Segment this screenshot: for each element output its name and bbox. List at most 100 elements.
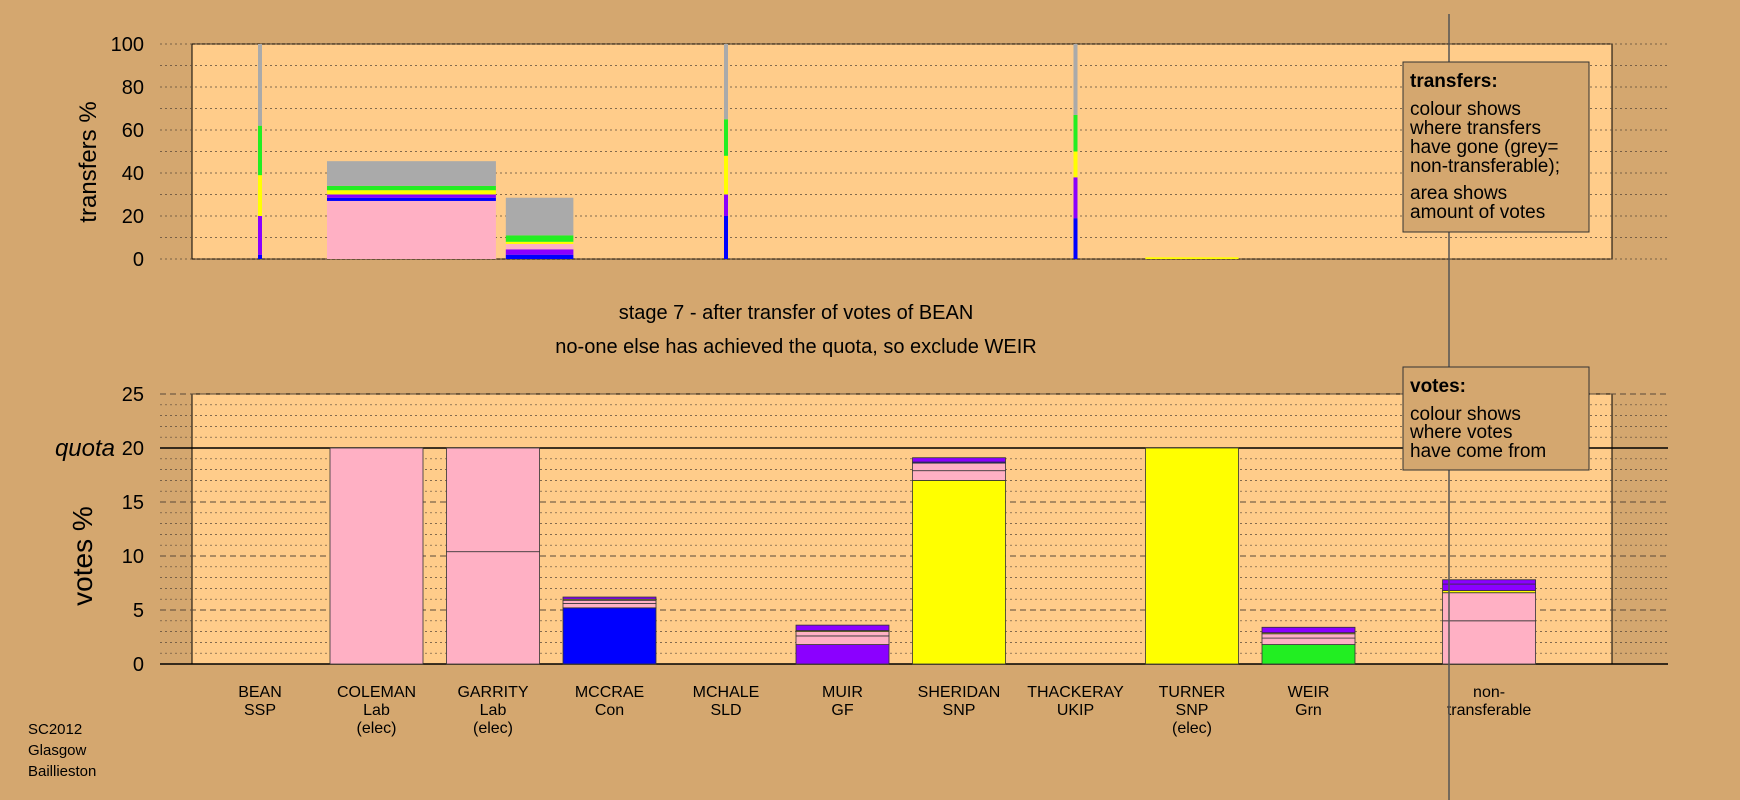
candidate-status: (elec)	[473, 720, 513, 737]
votes-y-tick-label: 25	[122, 384, 144, 406]
transfer-bar-segment	[1073, 44, 1078, 115]
transfer-bar-segment	[1073, 151, 1078, 178]
candidate-party: Lab	[363, 702, 390, 719]
votes-legend: votes: colour shows where votes have com…	[1402, 366, 1590, 471]
candidate-name: COLEMAN	[337, 684, 416, 701]
stage-subtitle: no-one else has achieved the quota, so e…	[555, 336, 1036, 358]
transfer-bar-segment	[724, 155, 728, 195]
votes-legend-line: have come from	[1410, 441, 1546, 462]
transfers-bars	[258, 44, 1239, 259]
votes-y-axis-label: votes %	[67, 506, 98, 606]
votes-bars	[329, 447, 1536, 665]
vote-bar-segment	[562, 603, 657, 609]
candidate-name: MUIR	[822, 684, 863, 701]
candidate-name: SHERIDAN	[918, 684, 1001, 701]
candidate-party: GF	[831, 702, 853, 719]
transfers-y-tick-label: 20	[122, 206, 144, 228]
vote-bar-segment	[795, 631, 890, 637]
votes-legend-line: where votes	[1409, 422, 1512, 443]
transfers-y-tick-label: 60	[122, 120, 144, 142]
votes-plot-area	[191, 393, 1613, 665]
candidate-status: (elec)	[1172, 720, 1212, 737]
quota-label: quota	[55, 435, 115, 462]
candidate-party: Grn	[1295, 702, 1322, 719]
votes-y-tick-label: 5	[133, 600, 144, 622]
transfer-bar-segment	[326, 194, 496, 198]
votes-y-ticks: 0 5 10 15 20 25	[122, 384, 144, 676]
votes-y-tick-label: 20	[122, 438, 144, 460]
vote-bar-segment	[795, 624, 890, 631]
vote-bar-segment	[1442, 620, 1536, 665]
vote-bar-segment	[795, 644, 890, 665]
candidate-party: SSP	[244, 702, 276, 719]
vote-bar-segment	[446, 447, 540, 553]
vote-bar-segment	[562, 607, 657, 665]
footer-ward: Baillieston	[28, 763, 96, 780]
votes-legend-line: colour shows	[1410, 404, 1521, 425]
transfer-bar-segment	[326, 197, 496, 201]
transfer-bar-segment	[505, 243, 574, 250]
stage-title: stage 7 - after transfer of votes of BEA…	[619, 302, 974, 324]
vote-bar-segment	[329, 447, 424, 665]
transfers-legend-line: where transfers	[1409, 118, 1541, 139]
transfers-y-axis-label: transfers %	[75, 101, 102, 222]
transfer-bar-segment	[258, 175, 262, 216]
transfer-bar-segment	[258, 125, 262, 176]
candidate-name: GARRITY	[457, 684, 528, 701]
transfer-bar-segment	[724, 44, 728, 120]
votes-legend-title: votes:	[1410, 376, 1466, 397]
transfers-y-tick-label: 40	[122, 163, 144, 185]
transfer-bar-segment	[724, 216, 728, 259]
transfers-legend-line: amount of votes	[1410, 202, 1545, 223]
transfers-legend-line: have gone (grey=	[1410, 137, 1558, 158]
votes-y-tick-label: 0	[133, 654, 144, 676]
transfers-y-tick-label: 0	[133, 249, 144, 271]
transfer-bar-segment	[505, 197, 574, 236]
transfers-y-ticks: 0 20 40 60 80 100	[111, 34, 144, 271]
vote-bar-segment	[1261, 637, 1356, 645]
vote-bar-segment	[795, 635, 890, 645]
transfers-legend-line: non-transferable);	[1410, 156, 1560, 177]
transfers-legend-line: colour shows	[1410, 99, 1521, 120]
candidate-party: SNP	[943, 702, 976, 719]
votes-y-tick-label: 10	[122, 546, 144, 568]
footer-council: Glasgow	[28, 742, 87, 759]
transfers-legend-title: transfers:	[1410, 71, 1498, 92]
candidate-party: SLD	[710, 702, 741, 719]
transfer-bar-segment	[326, 161, 496, 186]
candidate-party: Con	[595, 702, 624, 719]
non-transferable-label: transferable	[1447, 702, 1532, 719]
vote-bar-segment	[1261, 633, 1356, 639]
transfer-bar-segment	[724, 194, 728, 216]
transfers-y-tick-label: 80	[122, 77, 144, 99]
transfer-bar-segment	[505, 235, 574, 242]
vote-bar-segment	[1442, 579, 1536, 585]
candidate-name: TURNER	[1159, 684, 1226, 701]
transfer-bar-segment	[326, 185, 496, 191]
vote-bar-segment	[1261, 626, 1356, 634]
non-transferable-label: non-	[1473, 684, 1505, 701]
vote-bar-segment	[1145, 447, 1239, 665]
transfer-bar-segment	[1145, 257, 1239, 259]
transfer-bar-segment	[326, 200, 496, 259]
candidate-labels: BEANSSPCOLEMANLab(elec)GARRITYLab(elec)M…	[238, 684, 1531, 737]
vote-bar-segment	[912, 479, 1006, 665]
candidate-name: THACKERAY	[1027, 684, 1124, 701]
transfers-legend-line: area shows	[1410, 183, 1507, 204]
transfer-bar-segment	[1073, 218, 1078, 259]
vote-bar-segment	[1261, 644, 1356, 665]
candidate-name: WEIR	[1288, 684, 1330, 701]
candidate-party: Lab	[480, 702, 507, 719]
candidate-status: (elec)	[356, 720, 396, 737]
votes-y-tick-label: 15	[122, 492, 144, 514]
transfer-bar-segment	[505, 249, 574, 255]
transfer-bar-segment	[258, 216, 262, 255]
transfer-bar-segment	[1073, 114, 1078, 152]
footer-election: SC2012	[28, 721, 82, 738]
candidate-name: BEAN	[238, 684, 282, 701]
candidate-party: UKIP	[1057, 702, 1094, 719]
transfer-bar-segment	[505, 241, 574, 244]
transfer-bar-segment	[1073, 177, 1078, 219]
transfers-legend: transfers: colour shows where transfers …	[1402, 61, 1590, 233]
